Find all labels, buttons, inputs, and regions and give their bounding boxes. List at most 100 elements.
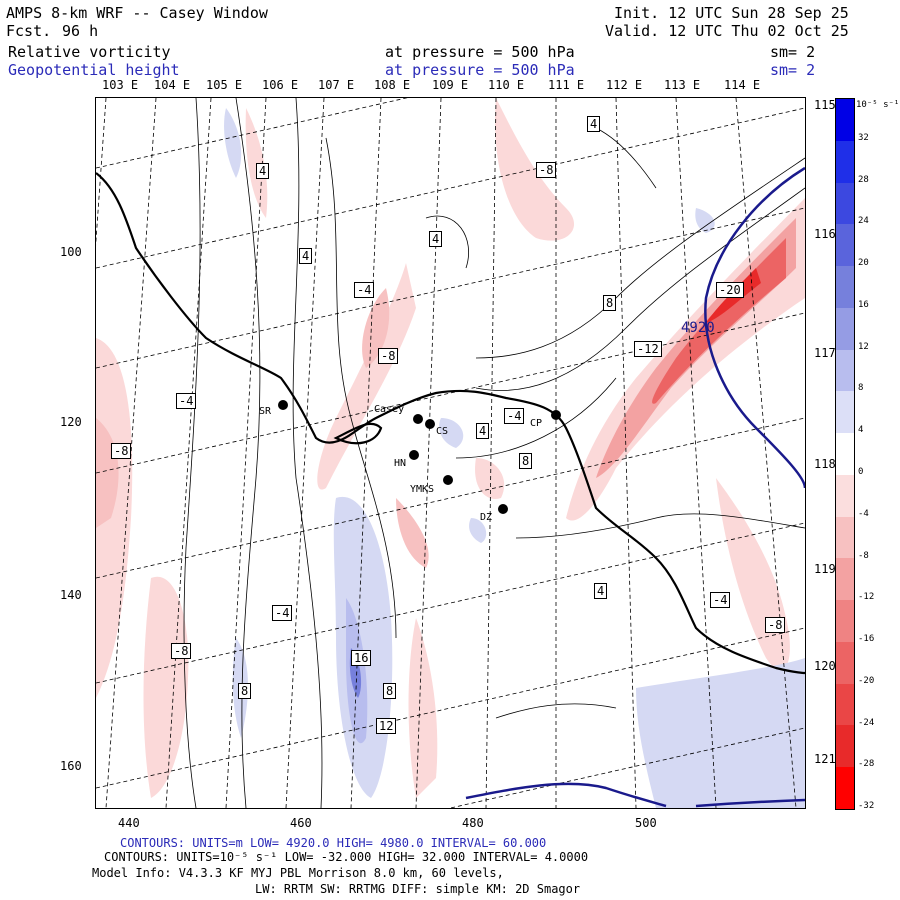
station-label: SR — [259, 406, 272, 417]
y-tick: 120 — [60, 415, 82, 429]
contour-label: -8 — [111, 443, 132, 459]
colorbar-tick-label: -16 — [858, 634, 875, 645]
lon-label: 105 E — [206, 78, 243, 92]
vorticity-contours — [183, 98, 805, 808]
contour-label: -4 — [272, 605, 293, 621]
map-canvas — [96, 98, 805, 808]
contour-label: 8 — [238, 683, 252, 699]
colorbar-tick-label: -28 — [858, 759, 875, 770]
footer-vorticity-contours: CONTOURS: UNITS=10⁻⁵ s⁻¹ LOW= -32.000 HI… — [104, 850, 589, 864]
y-tick: 140 — [60, 588, 82, 602]
contour-label: 4 — [587, 116, 601, 132]
colorbar-tick-label: 0 — [858, 467, 864, 477]
colorbar-tick-label: -32 — [858, 801, 875, 812]
colorbar-tick-label: 8 — [858, 383, 864, 394]
contour-label: -20 — [716, 282, 744, 298]
contour-label: 8 — [519, 453, 533, 469]
contour-label: -8 — [378, 348, 399, 364]
lon-label: 104 E — [154, 78, 191, 92]
field2-name: Geopotential height — [8, 61, 180, 79]
y-tick: 100 — [60, 245, 82, 259]
graticule — [96, 98, 805, 808]
contour-label: -8 — [765, 617, 786, 633]
colorbar-swatch — [836, 600, 854, 642]
valid-time: Valid. 12 UTC Thu 02 Oct 25 — [605, 22, 849, 40]
lon-label: 107 E — [318, 78, 355, 92]
contour-label: 16 — [351, 650, 372, 666]
colorbar-tick-label: 4 — [858, 425, 864, 436]
x-tick: 460 — [290, 816, 312, 830]
field1-smoothing: sm= 2 — [770, 43, 816, 61]
positive-vorticity-fill — [224, 108, 805, 808]
colorbar-tick-label: -24 — [858, 717, 875, 728]
station-markers — [278, 400, 561, 514]
colorbar-tick-label: 24 — [858, 216, 869, 227]
colorbar-tick-label: -20 — [858, 675, 875, 686]
lon-label: 110 E — [488, 78, 525, 92]
colorbar — [835, 98, 855, 810]
lon-label: 106 E — [262, 78, 299, 92]
colorbar-tick-label: 20 — [858, 258, 869, 269]
contour-label: -4 — [710, 592, 731, 608]
colorbar-tick-label: 32 — [858, 132, 869, 143]
field1-level: at pressure = 500 hPa — [385, 43, 575, 61]
footer-physics-info: LW: RRTM SW: RRTMG DIFF: simple KM: 2D S… — [255, 882, 581, 896]
contour-label: 8 — [603, 295, 617, 311]
contour-label: 12 — [376, 718, 397, 734]
colorbar-swatch — [836, 725, 854, 768]
contour-label: 4 — [256, 163, 270, 179]
field2-smoothing: sm= 2 — [770, 61, 816, 79]
lon-label: 103 E — [102, 78, 139, 92]
footer-height-contours: CONTOURS: UNITS=m LOW= 4920.0 HIGH= 4980… — [120, 836, 547, 850]
colorbar-swatch — [836, 474, 854, 517]
colorbar-swatch — [836, 433, 854, 475]
colorbar-swatch — [836, 391, 854, 434]
coastline — [96, 172, 805, 675]
footer-model-info: Model Info: V4.3.3 KF MYJ PBL Morrison 8… — [92, 866, 504, 880]
height-contour-label: 4920 — [681, 320, 715, 336]
vorticity-map: SR Casey CS HN YMKS DZ CP -8 -4 4 8 -8 -… — [95, 97, 806, 809]
colorbar-tick-label: -8 — [858, 550, 869, 561]
field1-name: Relative vorticity — [8, 43, 171, 61]
contour-label: -12 — [634, 341, 662, 357]
contour-label: 4 — [299, 248, 313, 264]
height-contour-4920 — [465, 166, 805, 808]
contour-label: 8 — [383, 683, 397, 699]
station-label: CP — [530, 418, 543, 429]
colorbar-tick-label: 16 — [858, 299, 869, 310]
station-label: Casey — [374, 404, 405, 415]
x-tick: 440 — [118, 816, 140, 830]
forecast-label: Fcst. — [6, 22, 52, 40]
contour-label: -8 — [171, 643, 192, 659]
colorbar-swatch — [836, 349, 854, 392]
colorbar-swatch — [836, 182, 854, 225]
colorbar-swatch — [836, 99, 854, 141]
lon-label: 113 E — [664, 78, 701, 92]
lon-label: 109 E — [432, 78, 469, 92]
colorbar-tick-label: 12 — [858, 341, 869, 352]
contour-label: -4 — [176, 393, 197, 409]
contour-label: -4 — [504, 408, 525, 424]
station-label: YMKS — [410, 484, 435, 495]
init-time: Init. 12 UTC Sun 28 Sep 25 — [614, 4, 849, 22]
colorbar-swatch — [836, 558, 854, 601]
lon-label: 111 E — [548, 78, 585, 92]
colorbar-swatch — [836, 516, 854, 559]
top-longitude-labels: 103 E 104 E 105 E 106 E 107 E 108 E 109 … — [0, 78, 900, 94]
station-label: HN — [394, 458, 407, 469]
x-tick: 480 — [462, 816, 484, 830]
colorbar-units: 10⁻⁵ s⁻¹ — [856, 100, 900, 110]
chart-title: AMPS 8-km WRF -- Casey Window — [6, 4, 268, 22]
colorbar-swatch — [836, 224, 854, 267]
colorbar-tick-label: -12 — [858, 592, 875, 603]
colorbar-swatch — [836, 767, 854, 809]
contour-label: -4 — [354, 282, 375, 298]
lon-label: 108 E — [374, 78, 411, 92]
field2-level: at pressure = 500 hPa — [385, 61, 575, 79]
colorbar-swatch — [836, 266, 854, 308]
contour-label: -8 — [536, 162, 557, 178]
x-tick: 500 — [635, 816, 657, 830]
colorbar-tick-label: 28 — [858, 174, 869, 185]
colorbar-swatch — [836, 683, 854, 726]
station-label: DZ — [480, 512, 493, 523]
